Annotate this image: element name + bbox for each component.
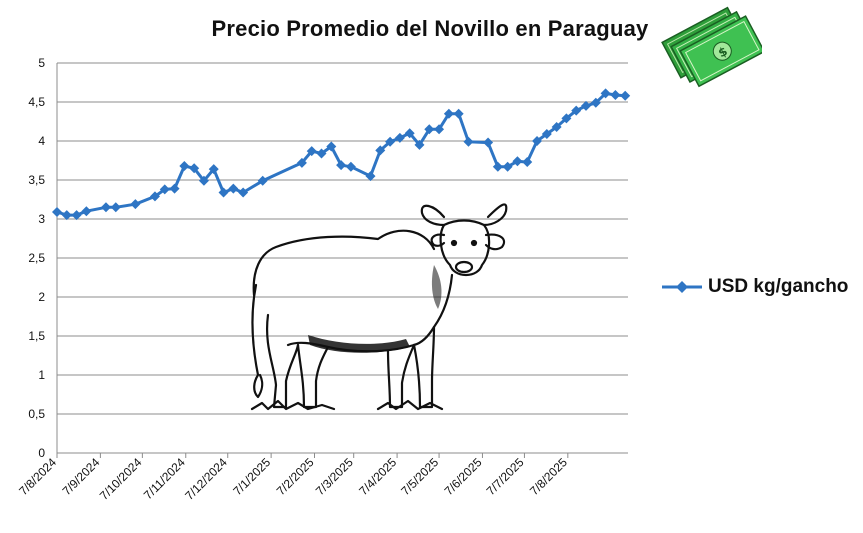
- data-point: [238, 187, 249, 198]
- legend-label: USD kg/gancho: [708, 276, 849, 297]
- data-point: [385, 136, 396, 147]
- data-point: [52, 206, 62, 217]
- data-point: [336, 160, 347, 171]
- legend: USD kg/gancho: [662, 276, 848, 298]
- y-tick-label: 1,5: [28, 329, 45, 343]
- data-point: [404, 128, 415, 139]
- data-point: [522, 157, 533, 168]
- data-point: [71, 210, 82, 221]
- y-tick-labels: 0 0,5 1 1,5 2 2,5 3 3,5 4 4,5 5: [28, 56, 45, 460]
- y-tick-label: 4: [38, 134, 45, 148]
- x-tick-label: 7/11/2024: [141, 455, 188, 502]
- data-point: [492, 161, 503, 172]
- data-point: [571, 105, 582, 116]
- data-point: [375, 145, 386, 156]
- data-point: [61, 210, 72, 221]
- data-point: [130, 199, 141, 210]
- y-tick-label: 2,5: [28, 251, 45, 265]
- data-point: [414, 139, 425, 150]
- y-tick-label: 2: [38, 290, 45, 304]
- y-tick-label: 4,5: [28, 95, 45, 109]
- data-point: [81, 206, 92, 217]
- data-point: [424, 124, 435, 135]
- x-tick-label: 7/1/2025: [230, 455, 273, 498]
- y-tick-label: 0,5: [28, 407, 45, 421]
- data-point: [453, 108, 464, 119]
- data-point: [169, 183, 180, 194]
- x-tick-label: 7/8/2024: [16, 455, 59, 498]
- data-point: [365, 171, 376, 182]
- money-stack-icon: $: [661, 6, 762, 88]
- data-point: [610, 89, 621, 100]
- data-point: [600, 88, 611, 99]
- data-point: [443, 108, 454, 119]
- data-point: [551, 121, 562, 132]
- data-point: [512, 156, 523, 167]
- data-point: [296, 157, 307, 168]
- data-point: [208, 164, 219, 175]
- data-point: [463, 136, 474, 147]
- data-point: [561, 113, 572, 124]
- axes: [56, 63, 628, 458]
- x-tick-label: 7/8/2025: [527, 455, 570, 498]
- data-point: [189, 163, 200, 174]
- chart-title: Precio Promedio del Novillo en Paraguay: [211, 16, 649, 41]
- x-tick-label: 7/5/2025: [398, 455, 441, 498]
- x-tick-label: 7/12/2024: [182, 455, 230, 503]
- x-tick-label: 7/4/2025: [356, 455, 399, 498]
- y-tick-label: 1: [38, 368, 45, 382]
- data-point: [179, 160, 190, 171]
- y-tick-label: 5: [38, 56, 45, 70]
- y-tick-label: 3,5: [28, 173, 45, 187]
- series-layer: [52, 88, 631, 221]
- gridlines: [57, 62, 628, 415]
- x-tick-label: 7/7/2025: [484, 455, 527, 498]
- data-point: [306, 146, 317, 157]
- data-point: [581, 100, 592, 111]
- data-point: [620, 90, 631, 101]
- x-tick-labels: 7/8/2024 7/9/20247/10/20247/11/20247/12/2…: [16, 455, 570, 503]
- zebu-bull-illustration: [250, 203, 508, 411]
- x-tick-label: 7/6/2025: [442, 455, 485, 498]
- x-tick-label: 7/9/2024: [60, 455, 103, 498]
- data-point: [434, 124, 445, 135]
- data-point: [483, 137, 494, 148]
- data-point: [532, 136, 543, 146]
- data-point: [326, 141, 337, 152]
- data-point: [316, 148, 327, 159]
- y-tick-label: 3: [38, 212, 45, 226]
- x-tick-label: 7/2/2025: [274, 455, 317, 498]
- data-point: [149, 191, 160, 202]
- data-point: [541, 128, 552, 139]
- data-point: [228, 183, 239, 194]
- data-point: [100, 202, 111, 213]
- x-tick-label: 7/3/2025: [313, 455, 356, 498]
- data-point: [218, 187, 229, 198]
- data-point: [257, 175, 268, 186]
- y-tick-label: 0: [38, 446, 45, 460]
- data-point: [159, 184, 170, 195]
- x-tick-label: 7/10/2024: [97, 455, 145, 503]
- data-point: [502, 161, 513, 172]
- data-point: [198, 175, 209, 186]
- legend-marker: [662, 281, 702, 293]
- data-point: [110, 202, 121, 213]
- data-point: [590, 97, 601, 108]
- data-point: [394, 132, 405, 143]
- data-point: [345, 161, 356, 172]
